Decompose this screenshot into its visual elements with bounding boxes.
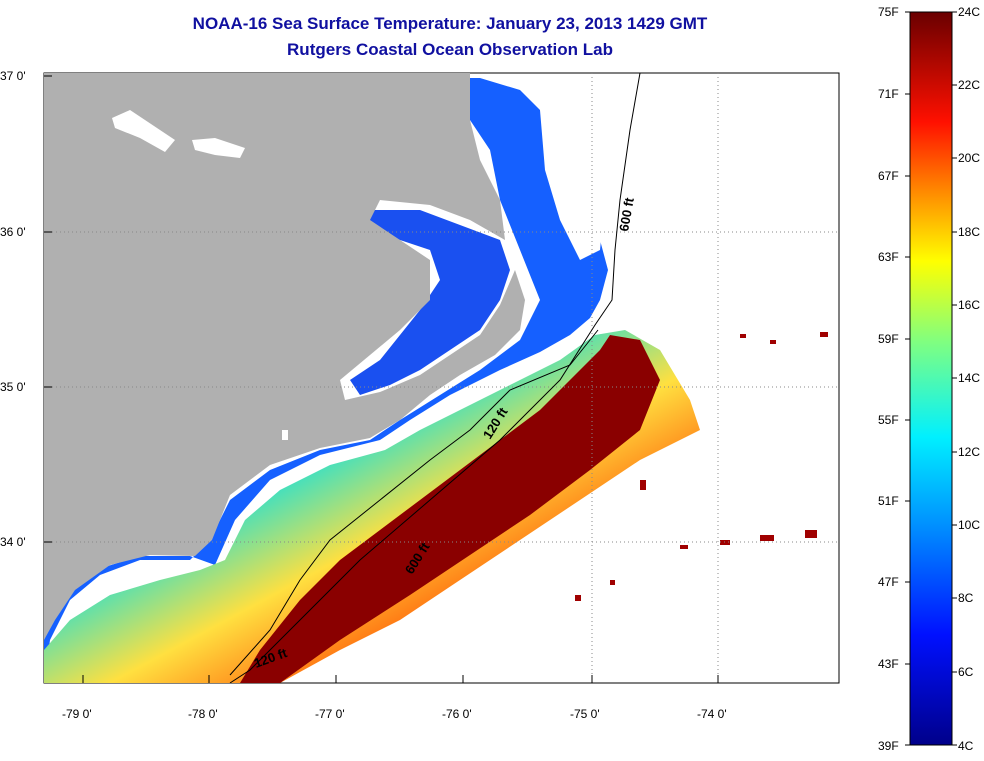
map-subtitle: Rutgers Coastal Ocean Observation Lab <box>287 40 613 59</box>
colorbar <box>909 11 953 746</box>
cb-f-67: 67F <box>878 169 899 183</box>
cb-c-16: 16C <box>958 298 980 312</box>
cb-c-14: 14C <box>958 371 980 385</box>
lon-label-79: -79 0' <box>62 707 92 721</box>
lon-label-75: -75 0' <box>570 707 600 721</box>
lon-label-77: -77 0' <box>315 707 345 721</box>
cb-c-12: 12C <box>958 445 980 459</box>
cb-f-47: 47F <box>878 575 899 589</box>
axis-ticks <box>44 75 719 683</box>
cb-f-51: 51F <box>878 494 899 508</box>
cb-c-24: 24C <box>958 5 980 19</box>
cb-f-55: 55F <box>878 413 899 427</box>
gulf-stream <box>240 335 660 683</box>
cb-f-63: 63F <box>878 250 899 264</box>
cb-c-10: 10C <box>958 518 980 532</box>
colorbar-ticks <box>905 11 957 746</box>
lon-label-76: -76 0' <box>442 707 472 721</box>
cb-c-20: 20C <box>958 151 980 165</box>
land <box>44 73 525 640</box>
sound-water <box>350 210 510 395</box>
cb-f-71: 71F <box>878 87 899 101</box>
lat-label-37: 37 0' <box>0 69 26 83</box>
cb-c-18: 18C <box>958 225 980 239</box>
contour-label-600-north: 600 ft <box>616 196 637 233</box>
cb-c-22: 22C <box>958 78 980 92</box>
cb-f-75: 75F <box>878 5 899 19</box>
map-title: NOAA-16 Sea Surface Temperature: January… <box>192 14 708 33</box>
cb-f-59: 59F <box>878 332 899 346</box>
cb-c-4: 4C <box>958 739 974 753</box>
lon-label-78: -78 0' <box>188 707 218 721</box>
lat-label-34: 34 0' <box>0 535 26 549</box>
lat-label-35: 35 0' <box>0 380 26 394</box>
cb-c-6: 6C <box>958 665 974 679</box>
cb-f-39: 39F <box>878 739 899 753</box>
lat-label-36: 36 0' <box>0 225 26 239</box>
lon-label-74: -74 0' <box>697 707 727 721</box>
cb-f-43: 43F <box>878 657 899 671</box>
cb-c-8: 8C <box>958 591 974 605</box>
